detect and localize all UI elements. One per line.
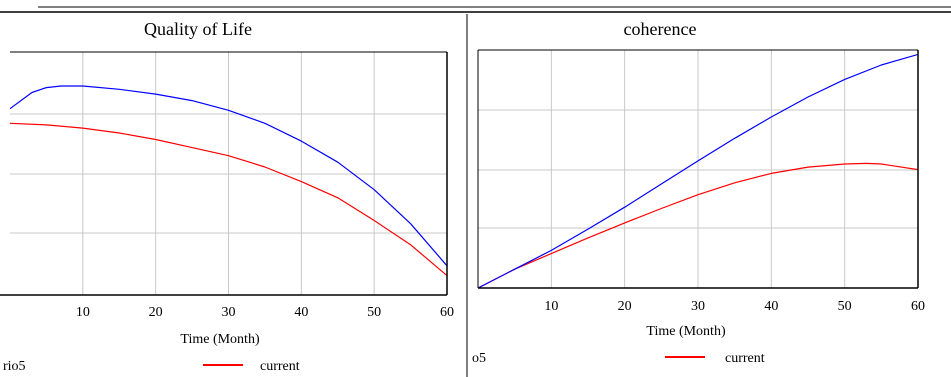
x-tick-label: 60	[911, 299, 925, 314]
chart-coherence: coherence 10 20 30 40 50 60 Time (Month) o5 curre…	[472, 19, 925, 366]
x-tick-label: 20	[618, 299, 632, 314]
x-tick-label: 40	[764, 299, 778, 314]
x-tick-label: 30	[222, 305, 236, 320]
series-line-current	[478, 162, 918, 288]
x-axis-label: Time (Month)	[180, 332, 260, 347]
x-axis-label: Time (Month)	[646, 324, 726, 339]
x-tick-label: 10	[544, 299, 558, 314]
x-tick-label: 40	[294, 305, 308, 320]
x-tick-label: 50	[367, 305, 381, 320]
x-tick-label: 60	[440, 305, 454, 320]
x-tick-label: 10	[76, 305, 90, 320]
legend-label-current: current	[725, 351, 765, 366]
x-tick-label: 50	[838, 299, 852, 314]
x-tick-label: 30	[691, 299, 705, 314]
chart-title: Quality of Life	[144, 19, 252, 39]
chart-quality-of-life: Quality of Life 10 20 30 40 50 60 Time (Month) r…	[0, 19, 454, 374]
series-line-current	[10, 122, 447, 277]
legend-cropped-text: o5	[472, 351, 486, 366]
x-tick-label: 20	[149, 305, 163, 320]
legend-cropped-text: rio5	[3, 359, 26, 374]
series-line-second	[478, 53, 918, 288]
legend-label-current: current	[260, 359, 300, 374]
chart-title: coherence	[624, 19, 697, 39]
series-line-second	[10, 85, 447, 267]
